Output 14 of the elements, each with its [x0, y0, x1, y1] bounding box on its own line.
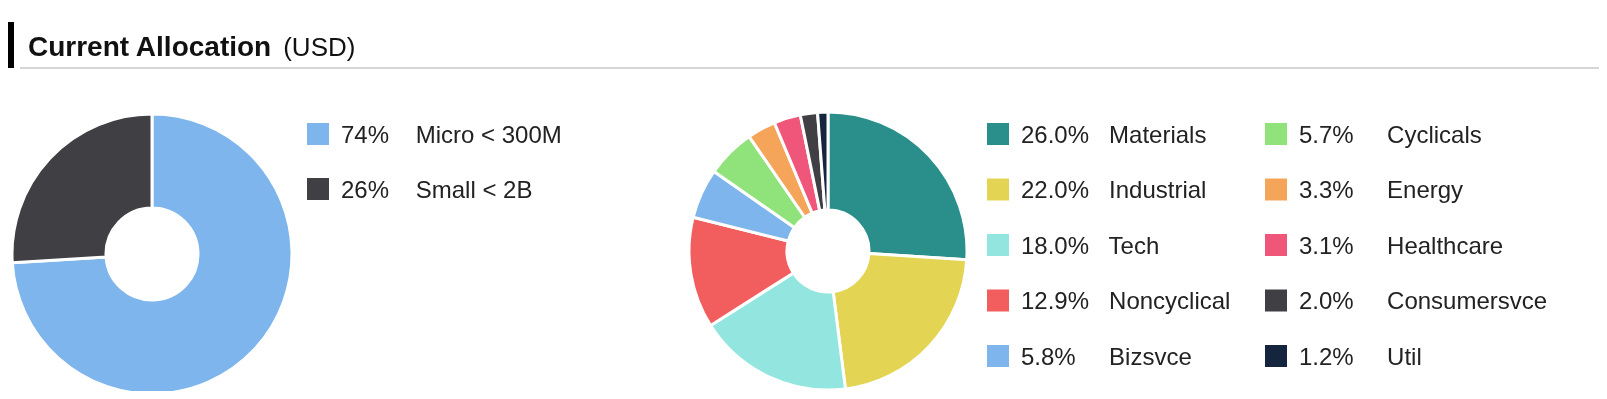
legend-label: 1.2% Util	[1299, 342, 1422, 370]
legend-label: 3.3% Energy	[1299, 176, 1464, 204]
legend-label: 2.0% Consumersvce	[1299, 287, 1548, 315]
legend-label: 26% Small < 2B	[341, 175, 533, 203]
legend-label: 5.8% Bizsvce	[1021, 342, 1192, 370]
legend-label: 18.0% Tech	[1021, 231, 1160, 259]
legend-label: 5.7% Cyclicals	[1299, 120, 1482, 148]
legend-label: 74% Micro < 300M	[341, 120, 562, 148]
chart-title: Current Allocation	[28, 31, 272, 62]
legend-label: 12.9% Noncyclical	[1021, 287, 1231, 315]
legend-label: 26.0% Materials	[1021, 120, 1207, 148]
legend-label: 22.0% Industrial	[1021, 176, 1207, 204]
chart-subtitle: (USD)	[283, 32, 356, 62]
legend-label: 3.1% Healthcare	[1299, 231, 1504, 259]
